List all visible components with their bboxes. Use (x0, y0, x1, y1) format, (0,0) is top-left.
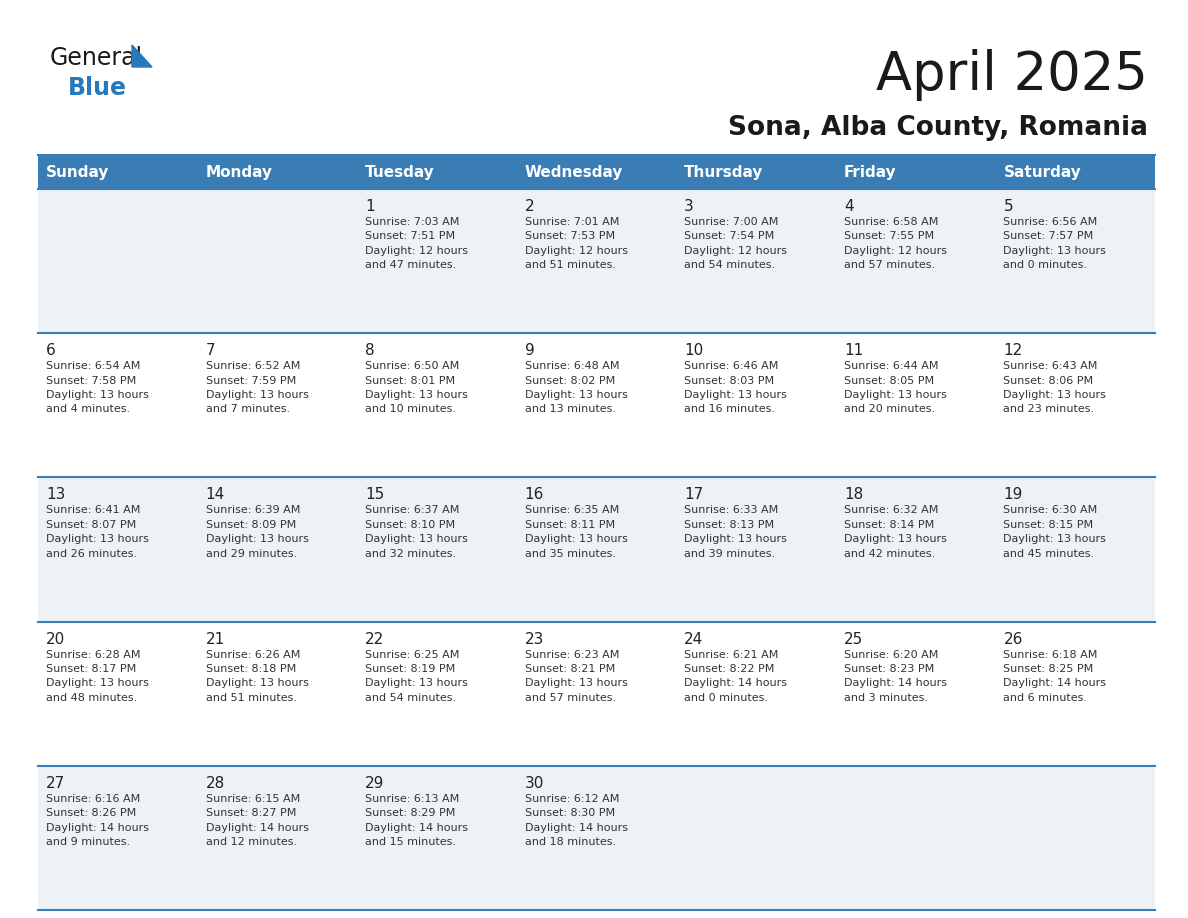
Text: 26: 26 (1004, 632, 1023, 646)
Text: Sunrise: 6:12 AM
Sunset: 8:30 PM
Daylight: 14 hours
and 18 minutes.: Sunrise: 6:12 AM Sunset: 8:30 PM Dayligh… (525, 794, 627, 847)
Text: Sunrise: 6:46 AM
Sunset: 8:03 PM
Daylight: 13 hours
and 16 minutes.: Sunrise: 6:46 AM Sunset: 8:03 PM Dayligh… (684, 361, 788, 414)
Text: Sunrise: 6:35 AM
Sunset: 8:11 PM
Daylight: 13 hours
and 35 minutes.: Sunrise: 6:35 AM Sunset: 8:11 PM Dayligh… (525, 506, 627, 558)
Text: Sunrise: 6:56 AM
Sunset: 7:57 PM
Daylight: 13 hours
and 0 minutes.: Sunrise: 6:56 AM Sunset: 7:57 PM Dayligh… (1004, 217, 1106, 270)
Text: Saturday: Saturday (1004, 164, 1081, 180)
Text: Sunrise: 6:20 AM
Sunset: 8:23 PM
Daylight: 14 hours
and 3 minutes.: Sunrise: 6:20 AM Sunset: 8:23 PM Dayligh… (843, 650, 947, 703)
Text: 19: 19 (1004, 487, 1023, 502)
Text: Sunday: Sunday (46, 164, 109, 180)
Text: Sunrise: 6:52 AM
Sunset: 7:59 PM
Daylight: 13 hours
and 7 minutes.: Sunrise: 6:52 AM Sunset: 7:59 PM Dayligh… (206, 361, 309, 414)
Text: 12: 12 (1004, 343, 1023, 358)
Text: 24: 24 (684, 632, 703, 646)
Bar (38, 155, 1155, 189)
Polygon shape (132, 45, 152, 67)
Text: Sunrise: 6:43 AM
Sunset: 8:06 PM
Daylight: 13 hours
and 23 minutes.: Sunrise: 6:43 AM Sunset: 8:06 PM Dayligh… (1004, 361, 1106, 414)
Text: 16: 16 (525, 487, 544, 502)
Text: Sunrise: 6:15 AM
Sunset: 8:27 PM
Daylight: 14 hours
and 12 minutes.: Sunrise: 6:15 AM Sunset: 8:27 PM Dayligh… (206, 794, 309, 847)
Text: Wednesday: Wednesday (525, 164, 623, 180)
Text: Sunrise: 6:26 AM
Sunset: 8:18 PM
Daylight: 13 hours
and 51 minutes.: Sunrise: 6:26 AM Sunset: 8:18 PM Dayligh… (206, 650, 309, 703)
Text: 6: 6 (46, 343, 56, 358)
Text: Sunrise: 6:25 AM
Sunset: 8:19 PM
Daylight: 13 hours
and 54 minutes.: Sunrise: 6:25 AM Sunset: 8:19 PM Dayligh… (365, 650, 468, 703)
Text: Sunrise: 7:01 AM
Sunset: 7:53 PM
Daylight: 12 hours
and 51 minutes.: Sunrise: 7:01 AM Sunset: 7:53 PM Dayligh… (525, 217, 627, 270)
Text: 29: 29 (365, 776, 385, 790)
Bar (38, 333, 1155, 477)
Text: 2: 2 (525, 199, 535, 214)
Text: Friday: Friday (843, 164, 897, 180)
Text: Sunrise: 6:54 AM
Sunset: 7:58 PM
Daylight: 13 hours
and 4 minutes.: Sunrise: 6:54 AM Sunset: 7:58 PM Dayligh… (46, 361, 148, 414)
Text: 5: 5 (1004, 199, 1013, 214)
Text: Sunrise: 6:37 AM
Sunset: 8:10 PM
Daylight: 13 hours
and 32 minutes.: Sunrise: 6:37 AM Sunset: 8:10 PM Dayligh… (365, 506, 468, 558)
Text: 4: 4 (843, 199, 853, 214)
Text: 11: 11 (843, 343, 864, 358)
Text: Sunrise: 6:21 AM
Sunset: 8:22 PM
Daylight: 14 hours
and 0 minutes.: Sunrise: 6:21 AM Sunset: 8:22 PM Dayligh… (684, 650, 788, 703)
Text: 18: 18 (843, 487, 864, 502)
Text: Thursday: Thursday (684, 164, 764, 180)
Text: Sunrise: 6:41 AM
Sunset: 8:07 PM
Daylight: 13 hours
and 26 minutes.: Sunrise: 6:41 AM Sunset: 8:07 PM Dayligh… (46, 506, 148, 558)
Text: Sunrise: 6:28 AM
Sunset: 8:17 PM
Daylight: 13 hours
and 48 minutes.: Sunrise: 6:28 AM Sunset: 8:17 PM Dayligh… (46, 650, 148, 703)
Text: Sunrise: 7:00 AM
Sunset: 7:54 PM
Daylight: 12 hours
and 54 minutes.: Sunrise: 7:00 AM Sunset: 7:54 PM Dayligh… (684, 217, 788, 270)
Text: Sunrise: 7:03 AM
Sunset: 7:51 PM
Daylight: 12 hours
and 47 minutes.: Sunrise: 7:03 AM Sunset: 7:51 PM Dayligh… (365, 217, 468, 270)
Bar (38, 621, 1155, 766)
Text: Sunrise: 6:33 AM
Sunset: 8:13 PM
Daylight: 13 hours
and 39 minutes.: Sunrise: 6:33 AM Sunset: 8:13 PM Dayligh… (684, 506, 788, 558)
Text: Sunrise: 6:23 AM
Sunset: 8:21 PM
Daylight: 13 hours
and 57 minutes.: Sunrise: 6:23 AM Sunset: 8:21 PM Dayligh… (525, 650, 627, 703)
Text: Sunrise: 6:13 AM
Sunset: 8:29 PM
Daylight: 14 hours
and 15 minutes.: Sunrise: 6:13 AM Sunset: 8:29 PM Dayligh… (365, 794, 468, 847)
Text: Sunrise: 6:58 AM
Sunset: 7:55 PM
Daylight: 12 hours
and 57 minutes.: Sunrise: 6:58 AM Sunset: 7:55 PM Dayligh… (843, 217, 947, 270)
Bar (38, 766, 1155, 910)
Text: 17: 17 (684, 487, 703, 502)
Text: 22: 22 (365, 632, 385, 646)
Text: 15: 15 (365, 487, 385, 502)
Text: 13: 13 (46, 487, 65, 502)
Text: 8: 8 (365, 343, 374, 358)
Text: 23: 23 (525, 632, 544, 646)
Text: 3: 3 (684, 199, 694, 214)
Text: Monday: Monday (206, 164, 272, 180)
Text: Sunrise: 6:48 AM
Sunset: 8:02 PM
Daylight: 13 hours
and 13 minutes.: Sunrise: 6:48 AM Sunset: 8:02 PM Dayligh… (525, 361, 627, 414)
Text: 7: 7 (206, 343, 215, 358)
Text: Tuesday: Tuesday (365, 164, 435, 180)
Text: Sunrise: 6:30 AM
Sunset: 8:15 PM
Daylight: 13 hours
and 45 minutes.: Sunrise: 6:30 AM Sunset: 8:15 PM Dayligh… (1004, 506, 1106, 558)
Text: 1: 1 (365, 199, 374, 214)
Text: Blue: Blue (68, 76, 127, 100)
Text: 14: 14 (206, 487, 225, 502)
Text: 10: 10 (684, 343, 703, 358)
Bar (38, 189, 1155, 333)
Text: 9: 9 (525, 343, 535, 358)
Text: 21: 21 (206, 632, 225, 646)
Text: 20: 20 (46, 632, 65, 646)
Text: Sunrise: 6:39 AM
Sunset: 8:09 PM
Daylight: 13 hours
and 29 minutes.: Sunrise: 6:39 AM Sunset: 8:09 PM Dayligh… (206, 506, 309, 558)
Text: Sunrise: 6:16 AM
Sunset: 8:26 PM
Daylight: 14 hours
and 9 minutes.: Sunrise: 6:16 AM Sunset: 8:26 PM Dayligh… (46, 794, 148, 847)
Text: Sunrise: 6:50 AM
Sunset: 8:01 PM
Daylight: 13 hours
and 10 minutes.: Sunrise: 6:50 AM Sunset: 8:01 PM Dayligh… (365, 361, 468, 414)
Text: 28: 28 (206, 776, 225, 790)
Text: Sunrise: 6:32 AM
Sunset: 8:14 PM
Daylight: 13 hours
and 42 minutes.: Sunrise: 6:32 AM Sunset: 8:14 PM Dayligh… (843, 506, 947, 558)
Text: Sona, Alba County, Romania: Sona, Alba County, Romania (728, 115, 1148, 141)
Text: Sunrise: 6:44 AM
Sunset: 8:05 PM
Daylight: 13 hours
and 20 minutes.: Sunrise: 6:44 AM Sunset: 8:05 PM Dayligh… (843, 361, 947, 414)
Text: 25: 25 (843, 632, 864, 646)
Text: 27: 27 (46, 776, 65, 790)
Text: Sunrise: 6:18 AM
Sunset: 8:25 PM
Daylight: 14 hours
and 6 minutes.: Sunrise: 6:18 AM Sunset: 8:25 PM Dayligh… (1004, 650, 1106, 703)
Text: General: General (50, 46, 143, 70)
Bar (38, 477, 1155, 621)
Text: 30: 30 (525, 776, 544, 790)
Text: April 2025: April 2025 (876, 49, 1148, 101)
